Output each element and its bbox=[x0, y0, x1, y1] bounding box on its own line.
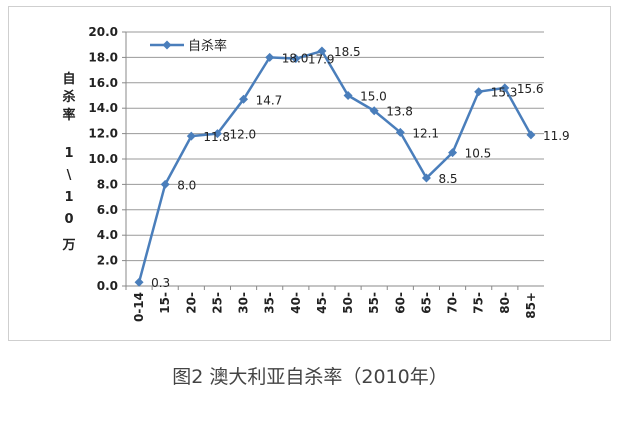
data-point bbox=[317, 46, 327, 56]
y-tick-label: 12.0 bbox=[88, 127, 118, 141]
data-point bbox=[448, 148, 458, 158]
x-tick-label: 40- bbox=[289, 292, 303, 314]
x-tick-label: 25- bbox=[210, 292, 224, 314]
data-label: 8.5 bbox=[438, 172, 457, 186]
x-tick-label: 80- bbox=[498, 292, 512, 314]
data-point bbox=[343, 91, 353, 100]
y-tick-label: 2.0 bbox=[97, 254, 118, 268]
x-tick-label: 70- bbox=[446, 292, 460, 314]
data-label: 18.5 bbox=[334, 45, 361, 59]
legend-label: 自杀率 bbox=[188, 38, 227, 54]
data-label: 17.9 bbox=[308, 53, 335, 67]
data-label: 13.8 bbox=[386, 105, 413, 119]
data-point bbox=[421, 173, 431, 183]
data-point bbox=[395, 127, 405, 137]
y-tick-label: 0.0 bbox=[97, 279, 118, 293]
data-point bbox=[265, 52, 275, 62]
data-label: 14.7 bbox=[256, 93, 283, 107]
chart-frame bbox=[8, 6, 611, 341]
x-tick-label: 20- bbox=[184, 292, 198, 314]
data-label: 11.8 bbox=[203, 130, 230, 144]
x-tick-label: 45- bbox=[315, 292, 329, 314]
data-point bbox=[526, 130, 536, 140]
y-axis-label-char: 1 bbox=[64, 146, 74, 161]
x-tick-label: 35- bbox=[263, 292, 277, 314]
x-tick-label: 75- bbox=[472, 292, 486, 314]
y-axis-label-char: 率 bbox=[62, 108, 76, 123]
data-point bbox=[212, 129, 222, 139]
data-label: 11.9 bbox=[543, 129, 570, 143]
x-tick-label: 85+ bbox=[524, 292, 538, 319]
data-label: 15.0 bbox=[360, 90, 387, 104]
y-tick-label: 8.0 bbox=[97, 177, 118, 191]
y-tick-label: 4.0 bbox=[97, 228, 118, 242]
data-point bbox=[369, 106, 379, 116]
y-tick-label: 20.0 bbox=[88, 25, 118, 39]
data-point bbox=[291, 54, 301, 64]
data-point bbox=[160, 179, 170, 189]
x-tick-label: 30- bbox=[237, 292, 251, 314]
data-label: 10.5 bbox=[465, 147, 492, 161]
data-point bbox=[239, 94, 249, 104]
x-tick-label: 60- bbox=[393, 292, 407, 314]
y-axis-label-char: 1 bbox=[64, 190, 74, 205]
data-label: 12.1 bbox=[412, 126, 439, 140]
y-tick-label: 6.0 bbox=[97, 203, 118, 217]
data-label: 12.0 bbox=[229, 128, 256, 142]
x-tick-label: 15- bbox=[158, 292, 172, 314]
y-tick-label: 10.0 bbox=[88, 152, 118, 166]
figure-caption: 图2 澳大利亚自杀率（2010年） bbox=[172, 366, 448, 388]
y-tick-label: 18.0 bbox=[88, 50, 118, 64]
data-label: 0.3 bbox=[151, 276, 170, 290]
y-axis-label-char: 万 bbox=[62, 238, 76, 253]
data-label: 8.0 bbox=[177, 178, 196, 192]
y-axis-label-char: \ bbox=[66, 168, 72, 183]
data-point bbox=[134, 277, 144, 287]
data-point bbox=[500, 83, 510, 93]
data-label: 18.0 bbox=[282, 51, 309, 65]
data-label: 15.6 bbox=[517, 82, 544, 96]
y-tick-label: 16.0 bbox=[88, 76, 118, 90]
x-tick-label: 65- bbox=[419, 292, 433, 314]
x-tick-label: 0-14 bbox=[132, 292, 146, 322]
y-axis-label-char: 0 bbox=[64, 212, 74, 227]
y-axis-label-char: 杀 bbox=[62, 90, 76, 105]
x-tick-label: 55- bbox=[367, 292, 381, 314]
y-tick-label: 14.0 bbox=[88, 101, 118, 115]
legend-marker bbox=[162, 40, 172, 50]
data-label: 15.3 bbox=[491, 86, 518, 100]
y-axis-label-char: 自 bbox=[62, 72, 76, 87]
data-point bbox=[186, 131, 196, 141]
data-point bbox=[474, 87, 484, 97]
series-line bbox=[137, 49, 533, 283]
x-tick-label: 50- bbox=[341, 292, 355, 314]
